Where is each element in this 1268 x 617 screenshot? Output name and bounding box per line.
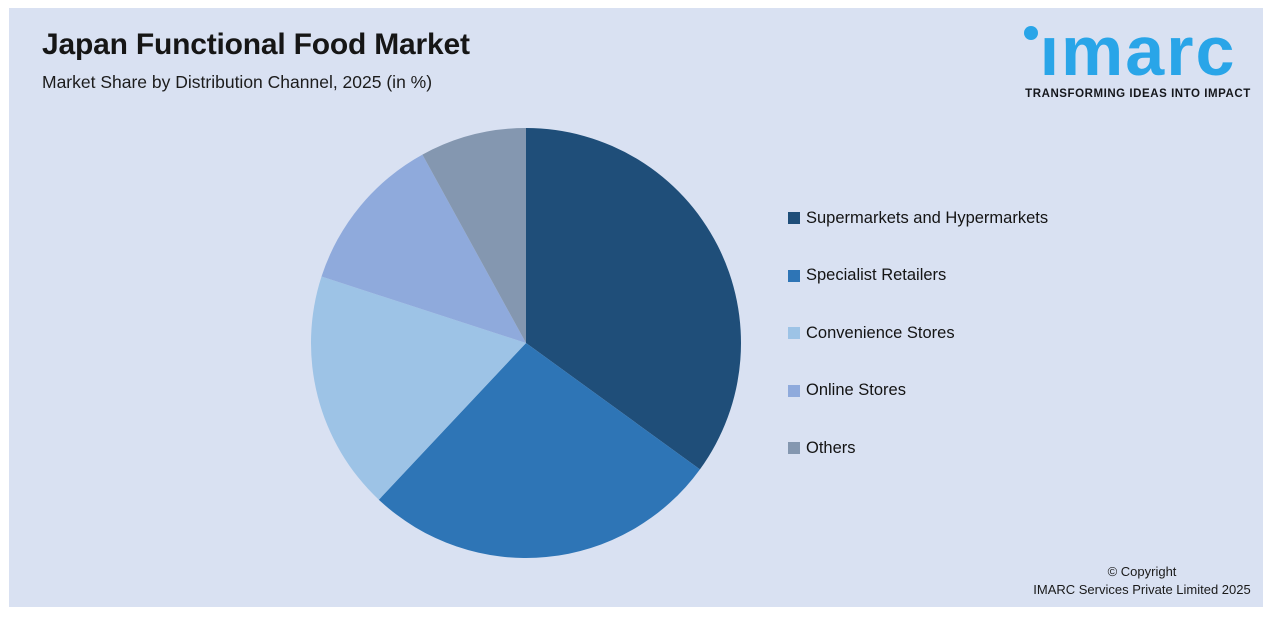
legend-swatch-online-stores-icon [788,384,800,397]
copyright-line2: IMARC Services Private Limited 2025 [1033,581,1251,597]
pie-slice-specialist-retailers [378,343,700,559]
pie-slice-supermarkets-and-hypermarkets [526,128,741,470]
legend-item-specialist-retailers: Specialist Retailers [788,264,1048,288]
legend-item-supermarkets: Supermarkets and Hypermarkets [788,206,1048,230]
pie-slice-online-stores [321,154,526,343]
page-subtitle: Market Share by Distribution Channel, 20… [42,72,433,92]
legend-label-specialist-retailers: Specialist Retailers [806,266,947,284]
legend-item-others: Others [788,436,1048,460]
legend-item-convenience-stores: Convenience Stores [788,321,1048,345]
legend-label-online-stores: Online Stores [806,381,906,399]
legend-swatch-convenience-stores-icon [788,327,800,339]
logo-wordmark: ımarc [1039,12,1237,90]
legend-item-online-stores: Online Stores [788,379,1048,403]
legend-label-convenience-stores: Convenience Stores [806,323,955,342]
logo-tagline: TRANSFORMING IDEAS INTO IMPACT [1025,88,1251,100]
legend-label-others: Others [806,438,856,457]
copyright-line1: © Copyright [1107,564,1177,579]
chart-panel: Japan Functional Food Market Market Shar… [9,8,1263,607]
legend-swatch-specialist-retailers-icon [788,269,800,282]
legend-label-supermarkets: Supermarkets and Hypermarkets [806,208,1049,227]
chart-legend: Supermarkets and Hypermarkets Specialist… [788,206,1048,460]
pie-slice-convenience-stores [310,276,526,500]
logo-i-dot-icon [1024,26,1038,40]
pie-chart [310,127,742,559]
pie-slice-others [422,128,526,343]
imarc-logo: ımarc TRANSFORMING IDEAS INTO IMPACT [1012,12,1264,100]
copyright-notice: © Copyright IMARC Services Private Limit… [1029,563,1255,598]
pie-chart-svg [310,128,741,559]
legend-swatch-supermarkets-icon [788,212,800,224]
page-title: Japan Functional Food Market [42,28,470,61]
legend-swatch-others-icon [788,442,800,454]
